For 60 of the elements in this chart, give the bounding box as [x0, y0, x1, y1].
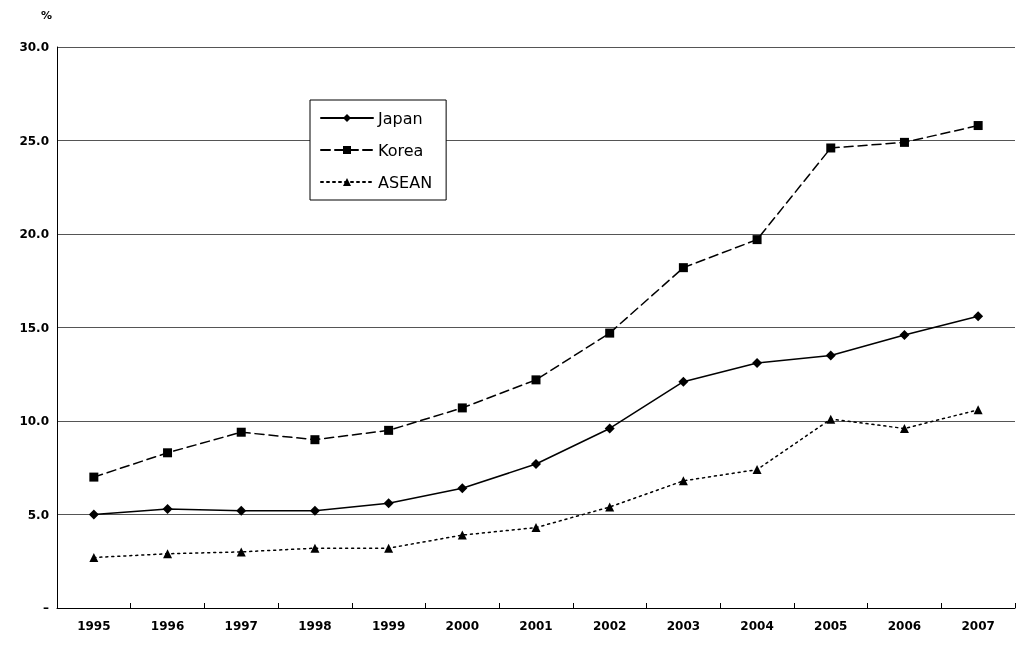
point — [163, 448, 173, 458]
y-tick-label: 5.0 — [27, 507, 49, 522]
point — [384, 543, 394, 553]
point — [457, 483, 468, 494]
point — [310, 435, 320, 445]
point — [236, 427, 246, 437]
point — [531, 523, 541, 533]
y-tick-label: 20.0 — [19, 227, 49, 241]
point — [162, 503, 173, 514]
x-tick-label: 2002 — [592, 619, 627, 633]
point — [531, 375, 541, 385]
legend-label: ASEAN — [378, 172, 433, 192]
point — [88, 509, 99, 520]
point — [899, 137, 909, 147]
y-tick-label: – — [43, 601, 49, 615]
y-tick-label: 30.0 — [19, 40, 49, 54]
point — [309, 505, 320, 516]
x-tick-label: 1999 — [371, 619, 406, 633]
point — [752, 465, 762, 475]
point — [899, 423, 909, 433]
y-tick-label: 10.0 — [19, 414, 49, 428]
point — [825, 350, 836, 361]
y-tick-label: 25.0 — [19, 133, 49, 148]
x-tick-label: 2006 — [887, 619, 922, 633]
x-tick-label: 1998 — [298, 619, 332, 633]
point — [383, 498, 394, 509]
point — [531, 459, 541, 470]
y-axis-title: % — [41, 9, 53, 22]
point — [89, 472, 99, 482]
point — [457, 530, 467, 540]
point — [163, 549, 173, 559]
point — [752, 235, 762, 245]
x-tick-label: 2000 — [445, 619, 480, 633]
point — [89, 553, 99, 563]
point — [678, 263, 688, 273]
point — [973, 311, 984, 322]
point — [973, 121, 983, 131]
x-tick-label: 2004 — [740, 619, 774, 633]
x-tick-label: 1996 — [150, 619, 185, 633]
point — [384, 425, 394, 435]
x-tick-label: 2001 — [519, 619, 553, 633]
point — [310, 543, 320, 553]
point — [826, 143, 836, 153]
y-tick-label: 15.0 — [19, 320, 49, 335]
x-tick-label: 2003 — [666, 619, 701, 633]
x-tick-label: 1995 — [77, 619, 111, 633]
legend-label: Japan — [377, 108, 423, 128]
x-tick-label: 2007 — [961, 619, 995, 633]
x-tick-label: 2005 — [814, 619, 848, 633]
point — [752, 358, 763, 369]
point — [605, 502, 615, 512]
point — [826, 414, 836, 424]
point — [605, 328, 615, 338]
point — [457, 403, 467, 413]
point — [678, 376, 689, 387]
point — [604, 423, 615, 434]
point — [899, 329, 910, 340]
x-tick-label: 1997 — [224, 619, 258, 633]
legend-label: Korea — [378, 140, 424, 160]
point — [236, 505, 247, 516]
